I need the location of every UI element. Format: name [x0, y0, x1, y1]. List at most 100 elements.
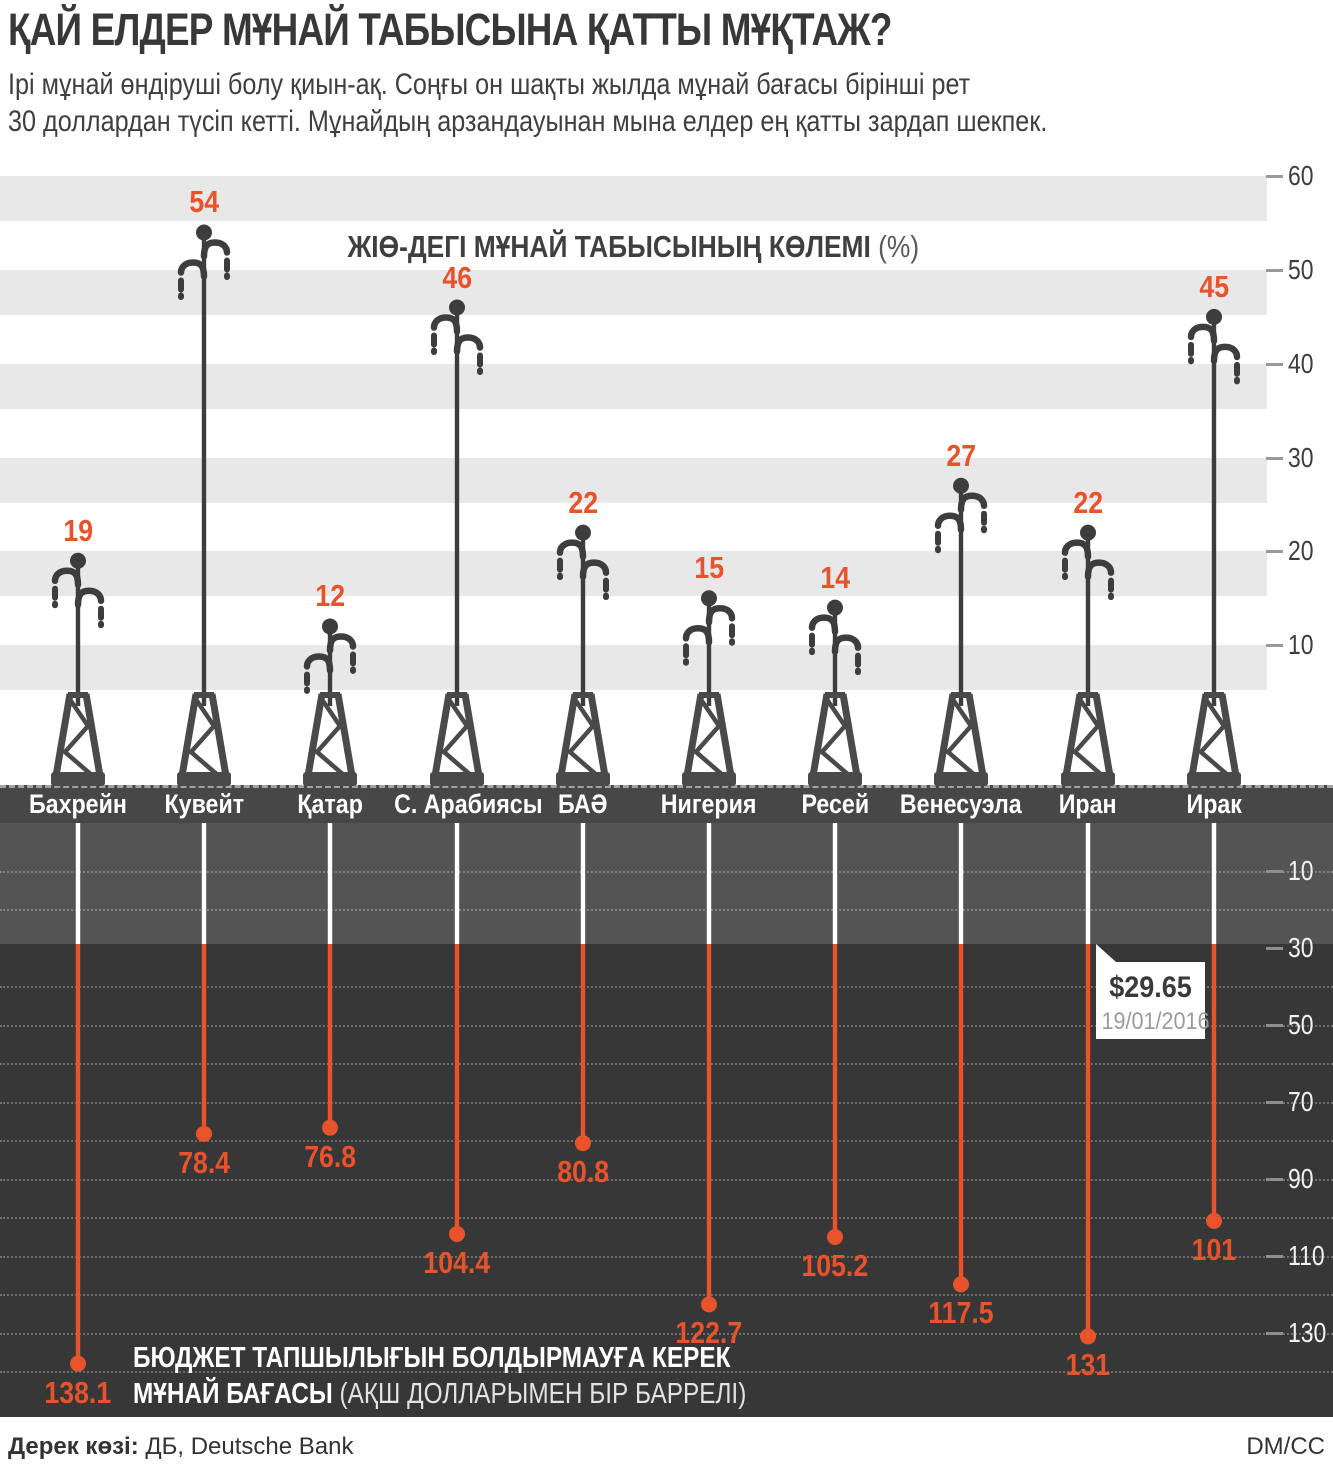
price-endpoint-5: [701, 1296, 717, 1313]
country-label-9: Ирак: [1186, 789, 1242, 819]
gusher-hook-1: [177, 259, 208, 280]
price-line-3: [454, 944, 460, 1234]
price-line-4: [580, 944, 586, 1144]
price-line-white-0: [75, 823, 81, 944]
subtitle-line-2: 30 доллардан түсіп кетті. Мұнайдың арзан…: [8, 105, 1048, 138]
derrick-tower-brace-2: [313, 699, 348, 779]
price-line-5: [706, 944, 712, 1305]
underground-gridline: [0, 1294, 1333, 1296]
derrick-tower-legs-3: [431, 693, 483, 777]
page-subtitle: Ірі мұнай өндіруші болу қиын-ақ. Соңғы о…: [8, 66, 1047, 140]
derrick-tower-base-9: [1187, 772, 1241, 786]
caption-line-1: БЮДЖЕТ ТАПШЫЛЫҒЫН БОЛДЫРМАУҒА КЕРЕК: [133, 1342, 731, 1374]
oil-price-callout: $29.65 19/01/2016: [1096, 944, 1210, 1039]
derrick-pole-6: [832, 607, 838, 706]
price-value-label-0: 138.1: [44, 1374, 112, 1410]
derrick-pole-4: [580, 532, 586, 706]
bottom-axis-tick-label: 70: [1288, 1085, 1314, 1117]
derrick-tower-brace-1: [187, 699, 222, 779]
chart-title: ЖІӨ-ДЕГІ МҰНАЙ ТАБЫСЫНЫҢ КӨЛЕМІ (%): [0, 229, 1267, 265]
source-value: ДБ, Deutsche Bank: [138, 1433, 354, 1460]
gusher-hook-9: [1210, 343, 1241, 365]
background-stripe: [0, 176, 1267, 222]
price-value-label-7: 117.5: [928, 1295, 994, 1331]
gdp-value-label-7: 27: [946, 437, 976, 473]
bottom-axis-tick-label: 50: [1288, 1008, 1314, 1040]
derrick-tower-brace-0: [61, 699, 96, 779]
gusher-hook-7: [934, 512, 965, 533]
derrick-tower-base-8: [1061, 772, 1115, 786]
gusher-hook-0: [74, 587, 105, 609]
top-axis-tick-label: 40: [1288, 347, 1314, 379]
price-line-0: [75, 944, 81, 1364]
price-line-2: [327, 944, 333, 1128]
gusher-hook-5: [705, 605, 736, 626]
country-label-5: Нигерия: [661, 789, 757, 819]
price-line-7: [958, 944, 964, 1285]
country-label-8: Иран: [1059, 789, 1117, 819]
top-axis-tick-label: 50: [1288, 254, 1314, 285]
derrick-tower-base-3: [430, 772, 484, 786]
price-value-label-5: 122.7: [675, 1315, 743, 1351]
derrick-tower-base-2: [303, 772, 357, 786]
gusher-hook-2: [303, 653, 334, 674]
gusher-hook-5: [682, 625, 713, 646]
top-axis-tick-label: 20: [1288, 535, 1314, 567]
top-axis-tick-mark: [1266, 362, 1283, 366]
country-label-4: БАӘ: [558, 789, 608, 819]
underground-gridline: [0, 1063, 1333, 1065]
derrick-tower-cap-6: [825, 692, 845, 698]
price-line-1: [201, 944, 207, 1134]
derrick-tower-legs-4: [557, 693, 609, 777]
gdp-value-label-8: 22: [1073, 484, 1103, 520]
derrick-tower-base-1: [177, 772, 231, 786]
top-axis-tick-label: 10: [1288, 629, 1314, 661]
top-axis-tick-mark: [1266, 456, 1283, 460]
price-endpoint-0: [70, 1355, 86, 1372]
gdp-value-label-9: 45: [1199, 268, 1229, 304]
bottom-axis-tick-mark: [1266, 869, 1283, 873]
derrick-top-marker-8: [1080, 524, 1096, 541]
bottom-axis-tick-label: 10: [1288, 854, 1314, 886]
underground-gridline: [0, 1255, 1333, 1258]
derrick-tower-cap-2: [320, 692, 340, 698]
price-endpoint-7: [953, 1276, 969, 1293]
derrick-tower-cap-3: [447, 692, 467, 698]
price-line-6: [832, 944, 838, 1238]
footer: Дерек көзі: ДБ, Deutsche Bank DM/CC: [0, 1417, 1333, 1475]
gusher-hook-4: [579, 559, 610, 580]
derrick-tower-cap-8: [1078, 692, 1098, 698]
bottom-axis-tick-mark: [1266, 1254, 1283, 1258]
caption-line-2-light: (АҚШ ДОЛЛАРЫМЕН БІР БАРРЕЛІ): [339, 1378, 747, 1410]
gusher-hook-6: [831, 634, 862, 655]
derrick-tower-cap-4: [573, 692, 593, 698]
price-line-8: [1085, 944, 1091, 1337]
country-label-2: Қатар: [297, 789, 363, 819]
derrick-tower-base-7: [934, 772, 988, 786]
price-line-white-4: [580, 823, 586, 944]
country-label-6: Ресей: [801, 789, 869, 819]
chart-title-unit: (%): [878, 229, 920, 264]
background-stripe: [0, 363, 1267, 409]
underground-gridline: [0, 1140, 1333, 1142]
derrick-top-marker-1: [196, 224, 212, 241]
underground-gridline: [0, 1178, 1333, 1181]
gdp-value-label-1: 54: [189, 184, 219, 220]
gdp-value-label-4: 22: [568, 484, 598, 520]
background-stripe: [0, 270, 1267, 315]
underground-gridline: [0, 870, 1333, 873]
gdp-value-label-0: 19: [63, 512, 93, 548]
derrick-tower-brace-8: [1071, 699, 1106, 779]
derrick-tower-brace-3: [440, 699, 475, 779]
caption-line-2-bold: МҰНАЙ БАҒАСЫ: [133, 1378, 333, 1410]
price-line-white-9: [1211, 823, 1217, 944]
derrick-tower-legs-1: [178, 693, 230, 777]
price-line-9: [1211, 944, 1217, 1221]
chart-title-text: ЖІӨ-ДЕГІ МҰНАЙ ТАБЫСЫНЫҢ КӨЛЕМІ: [347, 229, 872, 264]
price-value-label-2: 76.8: [304, 1138, 356, 1174]
derrick-top-marker-3: [449, 299, 465, 316]
price-line-white-3: [454, 823, 460, 944]
derrick-tower-legs-7: [935, 693, 987, 777]
